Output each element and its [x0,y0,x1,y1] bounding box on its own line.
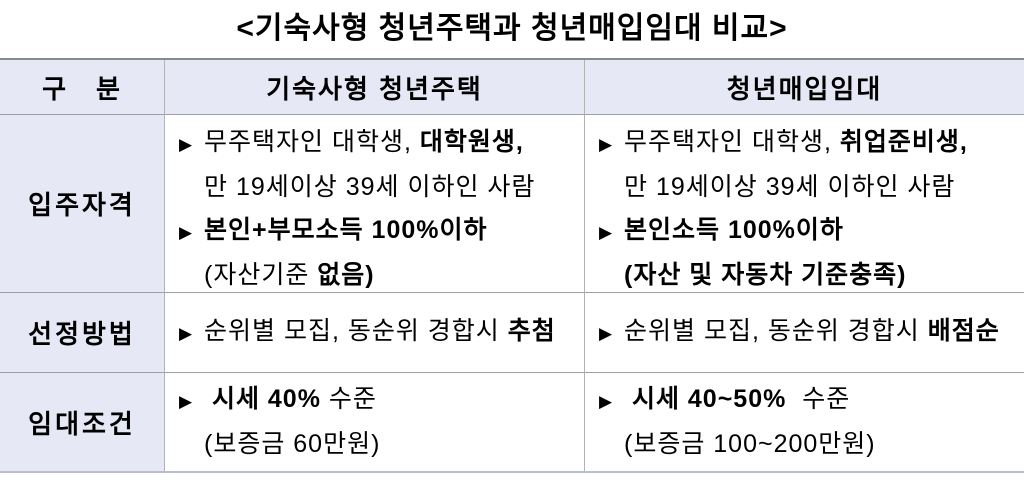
text-segment: 취업준비생, [839,128,968,156]
text-segment: (보증금 100~200만원) [624,430,876,458]
text-segment: (자산 및 자동차 기준충족) [624,261,907,289]
text-line: ▶ 순위별 모집, 동순위 경합시 배점순 [597,310,1018,355]
cell-eligibility-dormitory: ▶ 무주택자인 대학생, 대학원생, 만 19세이상 39세 이하인 사람 ▶ 본인… [165,115,585,293]
text-segment: 순위별 모집, 동순위 경합시 [204,317,508,345]
text-segment: 만 19세이상 39세 이하인 사람 [204,173,536,201]
text-line: (자산기준 없음) [177,254,578,297]
text-segment: 본인+부모소득 100%이하 [204,216,488,244]
text-segment: (자산기준 [204,261,318,289]
text-line: ▶ 무주택자인 대학생, 대학원생, [177,121,578,166]
text-segment: 없음) [317,261,375,289]
text-line: ▶ 무주택자인 대학생, 취업준비생, [597,121,1018,166]
text-segment: 추첨 [507,317,556,345]
text-line: (보증금 60만원) [177,423,578,466]
bullet-icon: ▶ [179,392,194,411]
text-line: ▶ 시세 40~50% 수준 [597,378,1018,423]
text-segment: 수준 [786,385,851,413]
text-segment: 만 19세이상 39세 이하인 사람 [624,173,956,201]
cell-selection-dormitory: ▶ 순위별 모집, 동순위 경합시 추첨 [165,293,585,373]
text-segment: 대학원생, [419,128,524,156]
text-segment: 무주택자인 대학생, [204,128,420,156]
text-line: ▶ 시세 40% 수준 [177,378,578,423]
row-label-eligibility: 입주자격 [0,115,165,293]
header-gubun: 구 분 [0,60,165,115]
bullet-icon: ▶ [599,324,614,343]
text-line: (자산 및 자동차 기준충족) [597,254,1018,297]
text-segment: 순위별 모집, 동순위 경합시 [624,317,928,345]
cell-terms-purchase-rental: ▶ 시세 40~50% 수준 (보증금 100~200만원) [585,373,1024,471]
text-segment: 시세 40% [204,385,321,413]
page-title: <기숙사형 청년주택과 청년매입임대 비교> [236,12,788,45]
header-youth-purchase-rental: 청년매입임대 [585,60,1024,115]
bullet-icon: ▶ [179,135,194,154]
text-line: 만 19세이상 39세 이하인 사람 [177,166,578,209]
bullet-icon: ▶ [599,135,614,154]
row-label-rental-terms: 임대조건 [0,373,165,471]
text-segment: 시세 40~50% [624,385,787,413]
text-line: ▶ 본인+부모소득 100%이하 [177,209,578,254]
header-dormitory-youth-housing: 기숙사형 청년주택 [165,60,585,115]
text-segment: 수준 [320,385,377,413]
row-label-selection-method: 선정방법 [0,293,165,373]
bullet-icon: ▶ [599,392,614,411]
text-line: (보증금 100~200만원) [597,423,1018,466]
cell-eligibility-purchase-rental: ▶ 무주택자인 대학생, 취업준비생, 만 19세이상 39세 이하인 사람 ▶ 본… [585,115,1024,293]
text-line: ▶ 순위별 모집, 동순위 경합시 추첨 [177,310,578,355]
text-segment: 배점순 [927,317,1000,345]
bullet-icon: ▶ [179,324,194,343]
cell-selection-purchase-rental: ▶ 순위별 모집, 동순위 경합시 배점순 [585,293,1024,373]
text-segment: 무주택자인 대학생, [624,128,840,156]
text-segment: (보증금 60만원) [204,430,381,458]
bullet-icon: ▶ [179,223,194,242]
comparison-table: 구 분 기숙사형 청년주택 청년매입임대 입주자격 ▶ 무주택자인 대학생, 대학… [0,58,1024,473]
text-line: 만 19세이상 39세 이하인 사람 [597,166,1018,209]
bullet-icon: ▶ [599,223,614,242]
text-segment: 본인소득 100%이하 [624,216,844,244]
text-line: ▶ 본인소득 100%이하 [597,209,1018,254]
cell-terms-dormitory: ▶ 시세 40% 수준 (보증금 60만원) [165,373,585,471]
